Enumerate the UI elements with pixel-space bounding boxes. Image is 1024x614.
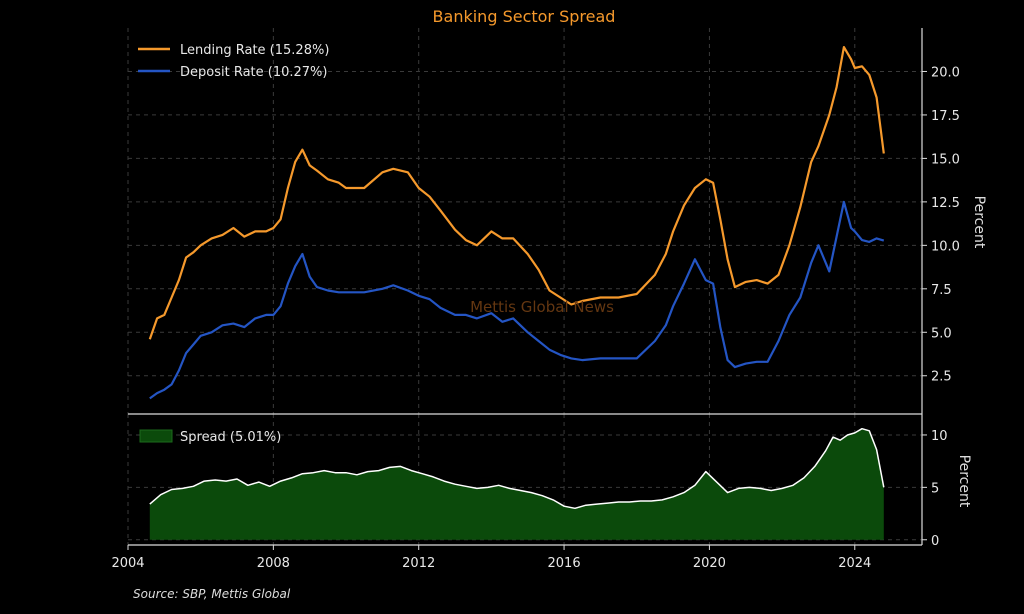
xtick-label: 2012 — [402, 556, 435, 571]
legend-label-deposit: Deposit Rate (10.27%) — [180, 65, 327, 80]
bot-ytick-label: 10 — [931, 429, 948, 444]
top-panel-grid — [127, 28, 922, 414]
legend-label-lending: Lending Rate (15.28%) — [180, 43, 329, 58]
top-panel-ylabel: Percent — [971, 196, 987, 249]
bottom-panel-ylabel: Percent — [956, 455, 972, 508]
legend-label-spread: Spread (5.01%) — [180, 430, 281, 445]
top-ytick-label: 2.5 — [931, 370, 952, 385]
spread-line — [149, 427, 885, 510]
bot-ytick-label: 5 — [931, 481, 939, 496]
legend-swatch-spread — [139, 429, 173, 443]
xtick-label: 2024 — [838, 556, 871, 571]
spread-area — [149, 428, 884, 540]
bottom-legend: Spread (5.01%) — [139, 429, 281, 445]
chart-title: Banking Sector Spread — [433, 7, 616, 26]
top-ytick-label: 17.5 — [931, 109, 960, 124]
x-axis: 2004 2008 2012 2016 2020 2024 — [111, 545, 871, 571]
top-ytick-label: 10.0 — [931, 239, 960, 254]
top-ytick-label: 7.5 — [931, 283, 952, 298]
bottom-panel-series — [149, 427, 885, 540]
source-note: Source: SBP, Mettis Global — [133, 587, 291, 601]
top-ytick-label: 12.5 — [931, 196, 960, 211]
xtick-label: 2016 — [548, 556, 581, 571]
bottom-panel-y-axis: 0 5 10 — [922, 429, 948, 549]
top-legend: Lending Rate (15.28%) Deposit Rate (10.2… — [138, 43, 329, 80]
top-ytick-label: 15.0 — [931, 152, 960, 167]
xtick-label: 2008 — [257, 556, 290, 571]
xtick-label: 2020 — [693, 556, 726, 571]
top-panel-y-axis: 2.5 5.0 7.5 10.0 12.5 15.0 17.5 20.0 — [922, 65, 960, 385]
deposit-rate-line — [149, 200, 885, 400]
lending-rate-line — [148, 45, 885, 340]
xtick-label: 2004 — [111, 556, 144, 571]
top-ytick-label: 5.0 — [931, 326, 952, 341]
bot-ytick-label: 0 — [931, 534, 939, 549]
top-ytick-label: 20.0 — [931, 65, 960, 80]
top-panel-series — [148, 45, 885, 400]
watermark: Mettis Global News — [470, 298, 614, 316]
